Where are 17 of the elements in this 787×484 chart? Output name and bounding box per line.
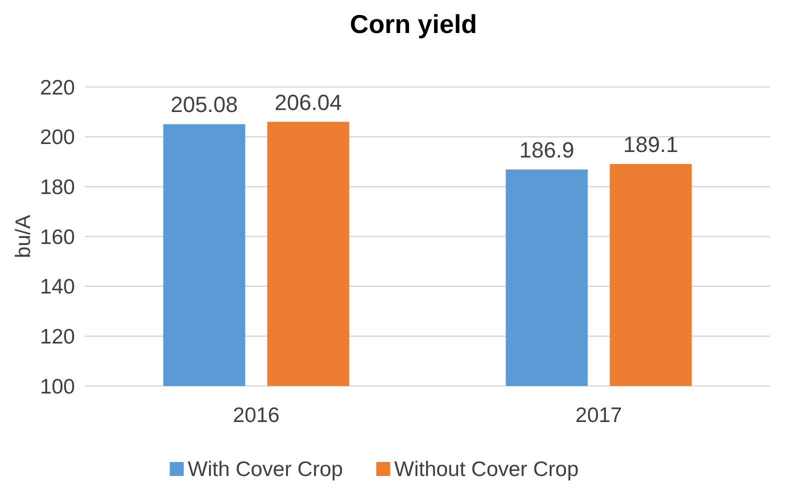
y-tick-label: 180 <box>40 176 75 200</box>
data-label: 189.1 <box>623 132 678 157</box>
legend-label: With Cover Crop <box>188 458 343 481</box>
data-label: 186.9 <box>519 137 574 162</box>
legend-label: Without Cover Crop <box>394 458 579 481</box>
data-label: 205.08 <box>170 92 238 118</box>
y-tick-label: 120 <box>40 326 75 349</box>
y-axis-title: bu/A <box>12 214 35 258</box>
y-tick-label: 160 <box>40 226 75 249</box>
y-tick-label: 140 <box>40 276 75 299</box>
data-label: 206.04 <box>274 90 342 115</box>
x-tick-label: 2017 <box>575 404 622 427</box>
y-tick-label: 220 <box>40 76 75 100</box>
chart-title: Corn yield <box>350 9 478 39</box>
x-tick-label: 2016 <box>232 404 280 427</box>
y-tick-label: 100 <box>40 375 75 398</box>
y-tick-label: 200 <box>40 126 75 150</box>
